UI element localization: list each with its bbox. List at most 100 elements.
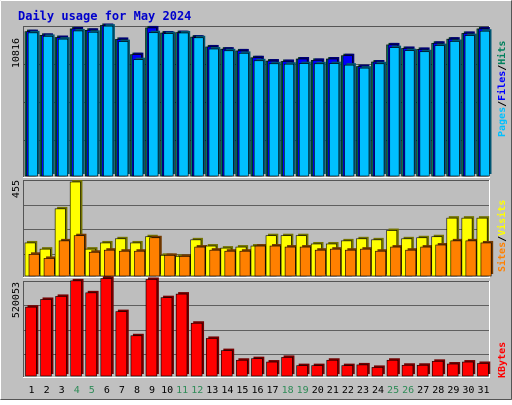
max-value-label: 455 (11, 180, 22, 198)
panel-kbytes: 520053 KBytes (11, 276, 508, 378)
bar-kbytes (145, 277, 159, 377)
bar-sites (149, 235, 162, 277)
bar-sites (329, 247, 343, 277)
bar-kbytes (311, 363, 325, 377)
day-tick-label: 27 (417, 385, 429, 396)
max-value-label: 10816 (11, 38, 22, 68)
day-tick-label: 6 (104, 385, 110, 396)
bar-sites (58, 238, 72, 277)
day-tick-label: 12 (191, 385, 203, 396)
bar-kbytes (356, 362, 370, 377)
bar-sites (375, 249, 388, 277)
day-tick-label: 14 (221, 385, 233, 396)
bar-sites (104, 248, 117, 277)
bar-pages (103, 24, 115, 177)
panel-visits-sites: 455 Sites/Visits (11, 180, 508, 278)
bar-pages (464, 33, 477, 177)
bar-pages (374, 61, 387, 177)
bar-pages (344, 63, 356, 177)
day-tick-label: 20 (312, 385, 324, 396)
day-tick-label: 25 (387, 385, 399, 396)
bar-sites (43, 256, 57, 277)
day-tick-label: 1 (29, 385, 35, 396)
bar-sites (194, 245, 207, 277)
day-tick-label: 7 (119, 385, 125, 396)
bar-sites (420, 245, 433, 277)
bar-sites (314, 248, 328, 277)
bar-kbytes (416, 363, 431, 377)
bar-pages (404, 48, 417, 177)
bar-pages (238, 51, 251, 177)
bar-sites (134, 249, 147, 277)
bar-sites (224, 249, 238, 277)
day-tick-label: 4 (74, 385, 80, 396)
bar-pages (389, 45, 402, 177)
bar-kbytes (160, 295, 174, 377)
legend-label: Sites/Visits (496, 200, 508, 272)
day-tick-label: 31 (477, 385, 489, 396)
bar-kbytes (236, 358, 250, 377)
bar-kbytes (401, 363, 415, 377)
bar-kbytes (190, 321, 205, 377)
bar-pages (419, 49, 432, 177)
bar-sites (360, 247, 373, 277)
bar-kbytes (386, 358, 400, 377)
bar-sites (450, 238, 464, 277)
bar-kbytes (431, 359, 446, 377)
day-tick-label: 15 (236, 385, 248, 396)
bar-pages (359, 66, 371, 177)
bar-kbytes (462, 360, 476, 377)
bar-sites (254, 244, 268, 277)
day-tick-label: 29 (447, 385, 459, 396)
bar-pages (27, 30, 40, 177)
bar-kbytes (371, 365, 385, 377)
day-tick-label: 13 (206, 385, 218, 396)
day-tick-label: 24 (372, 385, 384, 396)
bar-sites (269, 244, 283, 277)
bar-pages (449, 39, 462, 177)
legend-entry: Pages (497, 107, 508, 137)
bar-kbytes (266, 360, 280, 377)
legend-entry: KBytes (497, 342, 508, 378)
bar-kbytes (205, 336, 220, 377)
bar-pages (283, 62, 296, 177)
bar-sites (209, 248, 223, 277)
bar-sites (73, 233, 87, 277)
day-tick-label: 11 (176, 385, 188, 396)
bar-pages (479, 29, 492, 177)
day-tick-label: 22 (342, 385, 354, 396)
bar-pages (253, 58, 266, 177)
bar-kbytes (100, 276, 114, 377)
bar-sites (28, 252, 42, 277)
day-tick-label: 30 (462, 385, 474, 396)
legend-label: Pages/Files/Hits (496, 41, 508, 137)
bar-pages (163, 31, 176, 177)
day-tick-label: 10 (161, 385, 173, 396)
bar-pages (73, 28, 85, 177)
legend-entry: Hits (496, 41, 508, 65)
bar-kbytes (447, 362, 461, 377)
bar-pages (42, 34, 55, 177)
day-tick-label: 26 (402, 385, 414, 396)
bar-sites (179, 254, 192, 277)
bar-sites (239, 249, 253, 277)
day-tick-label: 21 (327, 385, 339, 396)
day-tick-label: 23 (357, 385, 369, 396)
day-tick-label: 2 (44, 385, 50, 396)
bar-sites (284, 245, 298, 277)
legend-entry: Files (496, 71, 508, 101)
legend-separator: / (497, 101, 508, 107)
legend-entry: Visits (496, 200, 508, 236)
bar-pages (223, 48, 236, 177)
bar-kbytes (296, 363, 310, 377)
bar-sites (88, 250, 102, 277)
day-tick-label: 16 (251, 385, 263, 396)
day-axis-labels: 1 2 3 4 5 6 7 8 9 10 11 12 13 14 15 16 17 18 19 20 21 22 23 24 2… (29, 385, 490, 396)
bar-kbytes (115, 309, 129, 377)
day-tick-label: 17 (267, 385, 279, 396)
bar-pages (208, 47, 221, 177)
legend-label: KBytes (497, 342, 508, 378)
bar-sites (345, 248, 358, 277)
